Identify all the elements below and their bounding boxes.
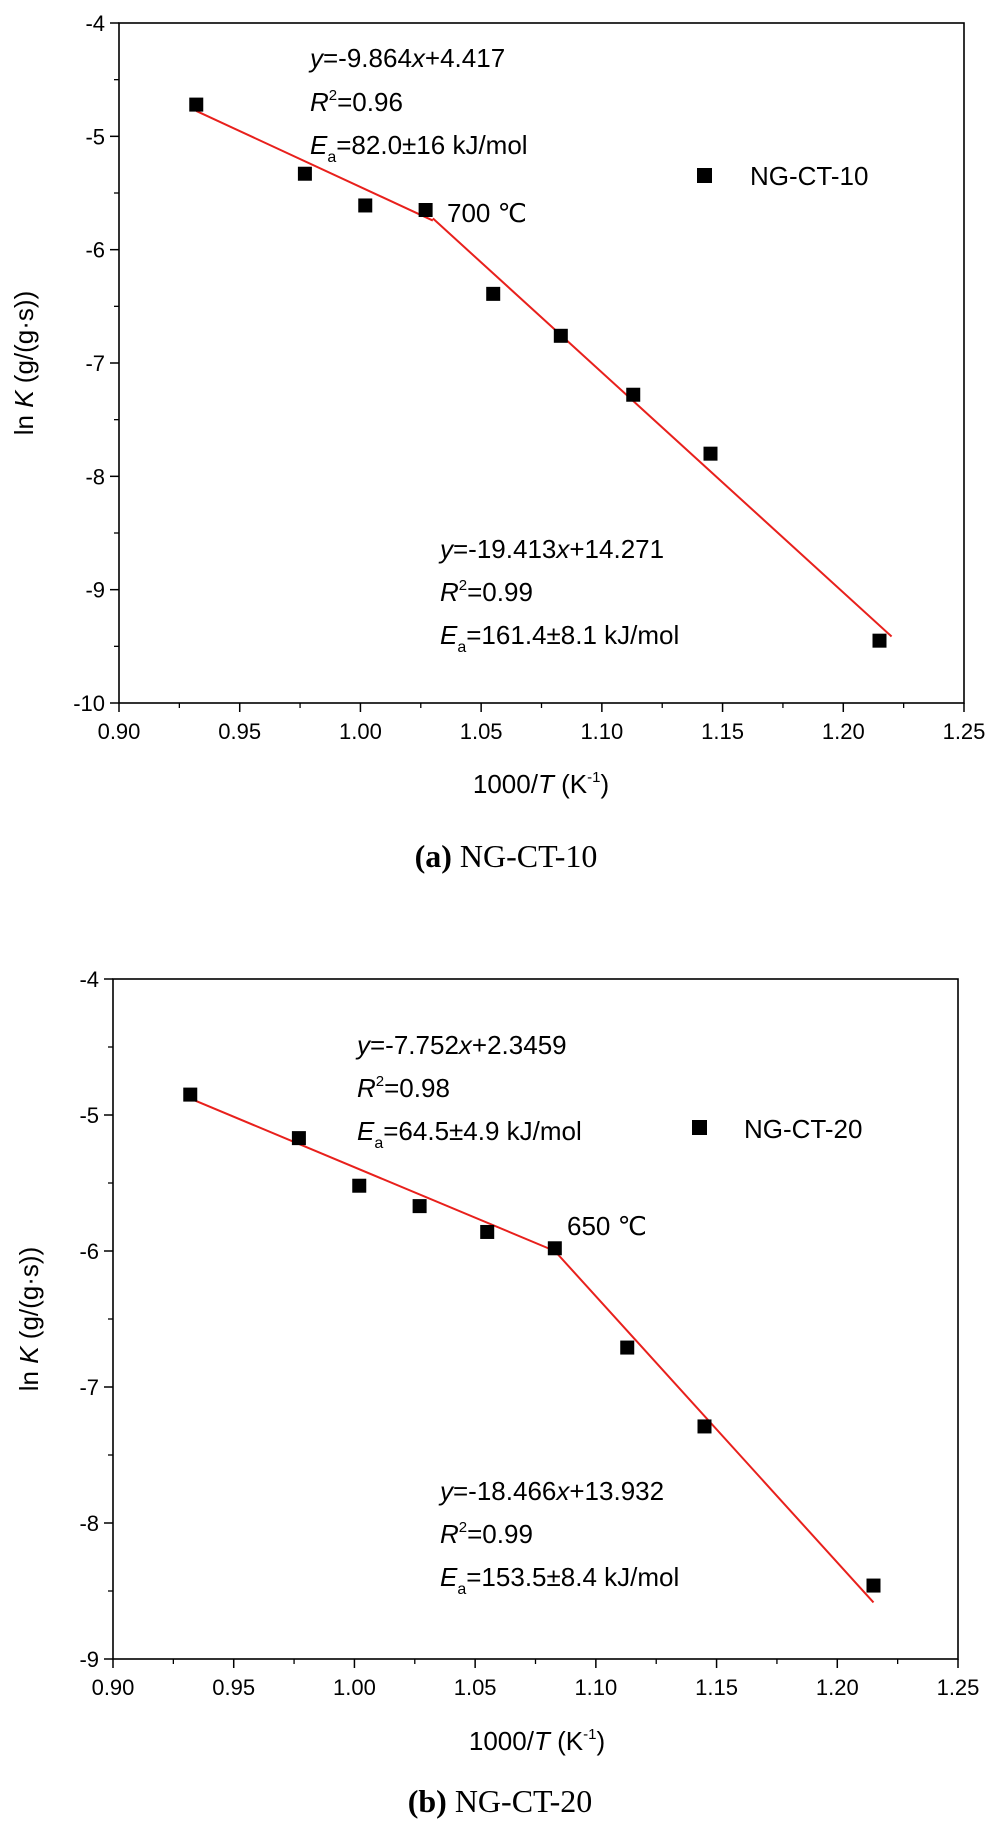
data-point bbox=[418, 203, 433, 217]
x-tick-label: 1.00 bbox=[333, 1675, 376, 1700]
data-point bbox=[486, 286, 501, 301]
fit-annotation-lower: y=-19.413x+14.271 R2=0.99 Ea=161.4±8.1 k… bbox=[438, 534, 679, 656]
legend-label: NG-CT-20 bbox=[744, 1114, 862, 1144]
chart-panel-a: 0.90 0.95 1.00 1.05 1.10 1.15 1.20 1.25 -10 -9 -8… bbox=[9, 11, 985, 874]
activation-energy: Ea=82.0±16 kJ/mol bbox=[310, 130, 528, 166]
x-tick-labels: 0.90 0.95 1.00 1.05 1.10 1.15 1.20 1.25 bbox=[92, 1675, 980, 1700]
x-tick-label: 1.20 bbox=[822, 719, 865, 744]
fit-equation: y=-9.864x+4.417 bbox=[308, 43, 505, 73]
data-point bbox=[626, 387, 641, 402]
x-tick-label: 1.25 bbox=[937, 1675, 980, 1700]
fit-annotation-lower: y=-18.466x+13.932 R2=0.99 Ea=153.5±8.4 k… bbox=[438, 1476, 679, 1598]
chart-panel-b: 0.90 0.95 1.00 1.05 1.10 1.15 1.20 1.25 -9-8-7-… bbox=[14, 967, 979, 1819]
x-tick-label: 1.05 bbox=[460, 719, 503, 744]
fit-annotation-upper: y=-7.752x+2.3459 R2=0.98 Ea=64.5±4.9 kJ/… bbox=[355, 1030, 582, 1152]
fit-line bbox=[195, 110, 434, 222]
axis-ticks bbox=[104, 978, 959, 1668]
x-tick-label: 1.10 bbox=[580, 719, 623, 744]
r-squared: R2=0.99 bbox=[440, 577, 533, 607]
data-point bbox=[189, 97, 204, 112]
y-tick-label: -4 bbox=[85, 11, 105, 36]
y-tick-label: -7 bbox=[79, 1375, 99, 1400]
r-squared: R2=0.96 bbox=[310, 87, 403, 117]
fit-line bbox=[554, 1250, 875, 1604]
x-axis-label: 1000/T (K-1) bbox=[469, 1726, 605, 1756]
data-point bbox=[703, 446, 718, 461]
x-axis-label: 1000/T (K-1) bbox=[473, 769, 609, 799]
x-tick-label: 1.05 bbox=[454, 1675, 497, 1700]
x-tick-labels: 0.90 0.95 1.00 1.05 1.10 1.15 1.20 1.25 bbox=[98, 719, 986, 744]
data-point bbox=[412, 1199, 427, 1214]
activation-energy: Ea=153.5±8.4 kJ/mol bbox=[440, 1562, 679, 1598]
data-point bbox=[547, 1241, 562, 1256]
x-tick-label: 1.15 bbox=[701, 719, 744, 744]
y-tick-labels: -10 -9 -8 -7 -6 -5 -4 bbox=[73, 11, 105, 716]
data-points bbox=[189, 97, 887, 648]
axis-ticks bbox=[110, 22, 965, 712]
y-tick-label: -10 bbox=[73, 691, 105, 716]
y-tick-label: -7 bbox=[85, 351, 105, 376]
data-point bbox=[697, 1419, 712, 1434]
legend-marker bbox=[697, 168, 712, 183]
data-point bbox=[358, 198, 373, 213]
fit-annotation-upper: y=-9.864x+4.417 R2=0.96 Ea=82.0±16 kJ/mo… bbox=[308, 43, 528, 166]
x-tick-label: 1.00 bbox=[339, 719, 382, 744]
y-axis-label: ln K (g/(g·s)) bbox=[14, 1247, 44, 1391]
data-point bbox=[352, 1178, 367, 1193]
y-tick-label: -9 bbox=[85, 578, 105, 603]
fit-equation: y=-7.752x+2.3459 bbox=[355, 1030, 567, 1060]
x-tick-label: 1.20 bbox=[816, 1675, 859, 1700]
x-tick-label: 0.90 bbox=[92, 1675, 135, 1700]
data-points bbox=[183, 1087, 881, 1593]
data-point bbox=[866, 1578, 881, 1593]
y-tick-labels: -9 -8 -7 -6 -5 -4 bbox=[79, 967, 99, 1672]
x-tick-label: 1.25 bbox=[943, 719, 986, 744]
y-tick-label: -8 bbox=[85, 464, 105, 489]
x-tick-label: 1.15 bbox=[695, 1675, 738, 1700]
data-point bbox=[183, 1087, 198, 1102]
plot-frame bbox=[118, 22, 965, 704]
legend-label: NG-CT-10 bbox=[750, 161, 868, 191]
data-point bbox=[291, 1131, 306, 1146]
data-point bbox=[297, 166, 312, 181]
data-point bbox=[480, 1224, 495, 1239]
legend-marker bbox=[692, 1120, 707, 1135]
y-tick-label: -6 bbox=[85, 238, 105, 263]
y-tick-label: -9 bbox=[79, 1647, 99, 1672]
y-tick-label: -6 bbox=[79, 1239, 99, 1264]
activation-energy: Ea=161.4±8.1 kJ/mol bbox=[440, 620, 679, 656]
data-point bbox=[620, 1340, 635, 1355]
data-point bbox=[553, 328, 568, 343]
x-tick-label: 0.95 bbox=[212, 1675, 255, 1700]
activation-energy: Ea=64.5±4.9 kJ/mol bbox=[357, 1116, 582, 1152]
x-tick-label: 0.90 bbox=[98, 719, 141, 744]
panel-caption: (b) NG-CT-20 bbox=[408, 1783, 593, 1819]
panel-caption: (a) NG-CT-10 bbox=[415, 838, 598, 874]
break-temperature-label: 700 ℃ bbox=[447, 198, 527, 228]
y-tick-label: -5 bbox=[85, 124, 105, 149]
fit-lines bbox=[195, 110, 893, 638]
x-tick-label: 0.95 bbox=[218, 719, 261, 744]
r-squared: R2=0.98 bbox=[357, 1073, 450, 1103]
fit-line bbox=[432, 217, 893, 638]
r-squared: R2=0.99 bbox=[440, 1519, 533, 1549]
y-tick-label: -4 bbox=[79, 967, 99, 992]
data-point bbox=[872, 633, 887, 648]
y-axis-label: ln K (g/(g·s)) bbox=[9, 291, 39, 435]
break-temperature-label: 650 ℃ bbox=[567, 1211, 647, 1241]
fit-equation: y=-19.413x+14.271 bbox=[438, 534, 664, 564]
x-tick-label: 1.10 bbox=[574, 1675, 617, 1700]
fit-equation: y=-18.466x+13.932 bbox=[438, 1476, 664, 1506]
y-tick-label: -8 bbox=[79, 1511, 99, 1536]
y-tick-label: -5 bbox=[79, 1103, 99, 1128]
